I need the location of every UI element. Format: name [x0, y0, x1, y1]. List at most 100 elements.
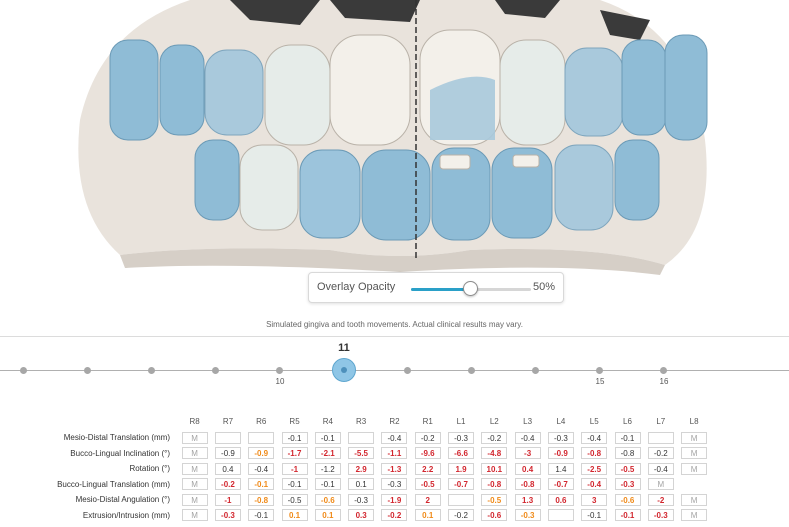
table-cell: -0.1	[278, 430, 311, 446]
timeline-stage-dot[interactable]	[468, 367, 475, 374]
table-cell: -1	[211, 492, 244, 508]
table-cell: -0.1	[311, 430, 344, 446]
row-label: Bucco-Lingual Translation (mm)	[0, 477, 178, 493]
table-cell: -0.3	[544, 430, 577, 446]
cell-value: -1.9	[381, 494, 407, 506]
row-label: Rotation (°)	[0, 461, 178, 477]
table-cell: M	[178, 430, 211, 446]
stage-label-10: 10	[270, 377, 290, 386]
cell-value: -0.7	[548, 478, 574, 490]
section-divider	[0, 336, 789, 337]
cell-value: 0.4	[515, 463, 541, 475]
overlay-opacity-slider[interactable]	[411, 288, 531, 291]
tooth-column-header: L3	[511, 413, 544, 430]
row-label: Bucco-Lingual Inclination (°)	[0, 446, 178, 462]
overlay-opacity-thumb[interactable]	[463, 281, 478, 296]
tooth	[665, 35, 707, 140]
table-cell: -0.7	[544, 477, 577, 493]
cell-value: -0.4	[581, 432, 607, 444]
cell-value: 0.1	[282, 509, 308, 521]
table-cell: -0.1	[245, 508, 278, 524]
cell-value: -0.2	[215, 478, 241, 490]
table-cell: 2	[411, 492, 444, 508]
table-cell: -0.7	[444, 477, 477, 493]
tooth	[265, 45, 330, 145]
table-header-row: R8 R7 R6 R5 R4 R3 R2 R1 L1 L2 L3 L4 L5 L6 L7 L8	[0, 413, 711, 430]
timeline-stage-dot[interactable]	[660, 367, 667, 374]
table-cell: -0.6	[311, 492, 344, 508]
table-row: Bucco-Lingual Inclination (°) M -0.9 -0.9 -1…	[0, 446, 711, 462]
cell-value: M	[681, 447, 707, 459]
tooth-overlay	[430, 77, 495, 140]
tooth-column-header: L1	[444, 413, 477, 430]
timeline-stage-dot[interactable]	[84, 367, 91, 374]
timeline-stage-dot[interactable]	[148, 367, 155, 374]
current-stage-marker[interactable]	[332, 358, 356, 382]
table-cell: -0.1	[245, 477, 278, 493]
table-cell: -0.4	[378, 430, 411, 446]
table-cell	[245, 430, 278, 446]
cell-value: -0.5	[615, 463, 641, 475]
cell-value: -0.1	[248, 478, 274, 490]
tooth-column-header: L8	[677, 413, 710, 430]
tooth	[622, 40, 666, 135]
table-row: Bucco-Lingual Translation (mm) M -0.2 -0.1-…	[0, 477, 711, 493]
cell-value: -1	[282, 463, 308, 475]
cell-value: -0.1	[581, 509, 607, 521]
stage-timeline[interactable]: 11 10 15 16	[0, 340, 789, 398]
table-cell: -0.5	[278, 492, 311, 508]
cell-value: -0.1	[615, 432, 641, 444]
cell-value: M	[182, 494, 208, 506]
timeline-stage-dot[interactable]	[212, 367, 219, 374]
cell-value: -0.1	[248, 509, 274, 521]
table-cell: M	[178, 461, 211, 477]
cell-value: -0.3	[548, 432, 574, 444]
row-label: Extrusion/Intrusion (mm)	[0, 508, 178, 524]
cell-value: 2.9	[348, 463, 374, 475]
table-cell: -0.1	[278, 477, 311, 493]
table-cell: -0.8	[478, 477, 511, 493]
cell-value: -0.1	[615, 509, 641, 521]
cell-value: M	[182, 432, 208, 444]
cell-value: -0.6	[615, 494, 641, 506]
timeline-stage-dot[interactable]	[276, 367, 283, 374]
timeline-stage-dot[interactable]	[404, 367, 411, 374]
row-label: Mesio-Distal Translation (mm)	[0, 430, 178, 446]
table-cell: M	[178, 492, 211, 508]
table-cell: -2.1	[311, 446, 344, 462]
timeline-stage-dot[interactable]	[532, 367, 539, 374]
cell-value: -1.3	[381, 463, 407, 475]
cell-value: M	[681, 463, 707, 475]
row-label: Mesio-Distal Angulation (°)	[0, 492, 178, 508]
cell-value: 0.1	[315, 509, 341, 521]
table-cell: 0.3	[344, 508, 377, 524]
timeline-stage-dot[interactable]	[20, 367, 27, 374]
3d-dental-viewport[interactable]	[0, 0, 789, 300]
table-cell: -0.2	[644, 446, 677, 462]
table-cell: -0.2	[211, 477, 244, 493]
tooth-movement-table: R8 R7 R6 R5 R4 R3 R2 R1 L1 L2 L3 L4 L5 L6 L7 L8 Mesio-D…	[0, 413, 711, 523]
cell-value: -0.3	[348, 494, 374, 506]
timeline-track	[0, 370, 789, 371]
table-cell: 1.3	[511, 492, 544, 508]
timeline-stage-dot[interactable]	[596, 367, 603, 374]
table-cell: M	[178, 446, 211, 462]
table-cell	[344, 430, 377, 446]
cell-value: -0.2	[648, 447, 674, 459]
cell-value	[348, 432, 374, 444]
cell-value: 1.3	[515, 494, 541, 506]
cell-value: M	[681, 432, 707, 444]
cell-value: 2.2	[415, 463, 441, 475]
cell-value: M	[182, 447, 208, 459]
cell-value: -5.5	[348, 447, 374, 459]
table-cell: 0.4	[511, 461, 544, 477]
cell-value: -2.1	[315, 447, 341, 459]
table-cell: M	[644, 477, 677, 493]
cell-value: -0.2	[448, 509, 474, 521]
table-cell: -0.3	[644, 508, 677, 524]
stage-label-16: 16	[654, 377, 674, 386]
table-cell: -1.2	[311, 461, 344, 477]
tooth-column-header: L6	[611, 413, 644, 430]
disclaimer-text: Simulated gingiva and tooth movements. A…	[0, 320, 789, 329]
cell-value: -0.5	[282, 494, 308, 506]
